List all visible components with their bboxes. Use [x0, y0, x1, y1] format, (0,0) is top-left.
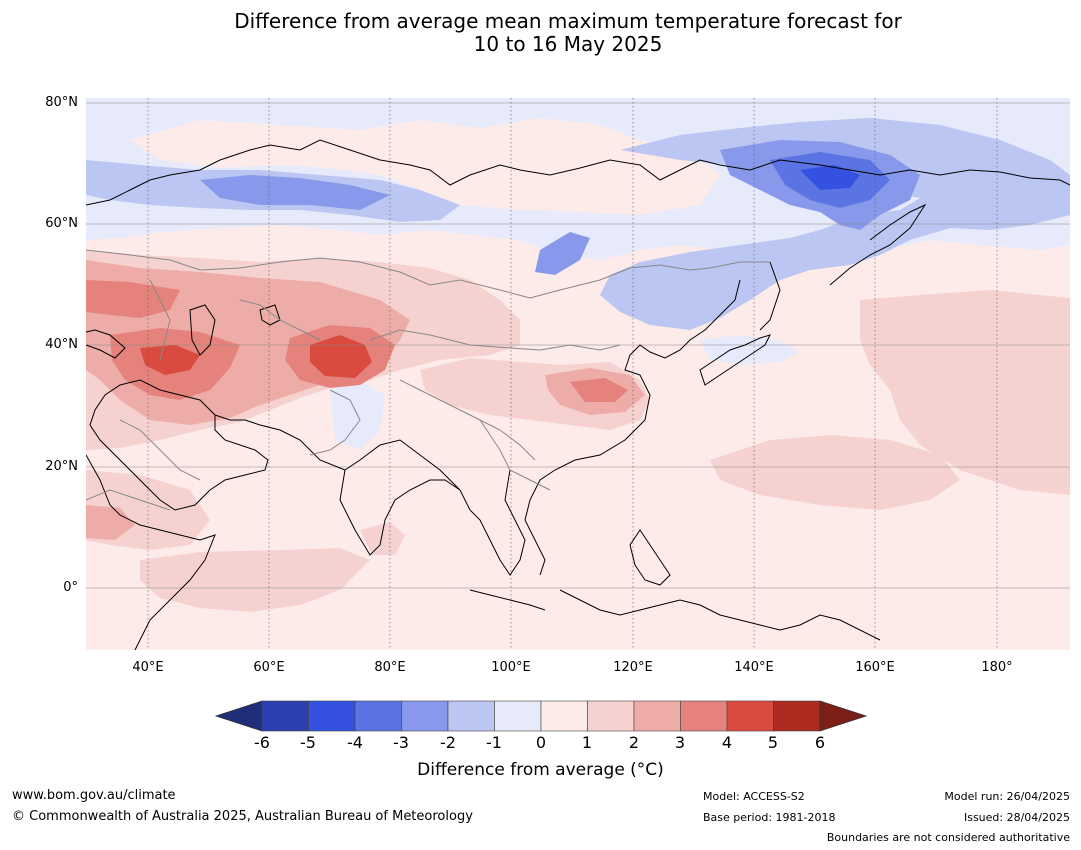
- colorbar-tick: 0: [535, 733, 547, 752]
- colorbar-tick: 6: [814, 733, 826, 752]
- graticule: [86, 98, 1070, 650]
- colorbar-label: Difference from average (°C): [0, 760, 1081, 780]
- colorbar-tick: 4: [721, 733, 733, 752]
- colorbar-extend-low: [214, 700, 263, 732]
- colorbar-segments: [214, 700, 868, 732]
- cool-patch-japan: [700, 335, 800, 365]
- colorbar-segment: [447, 700, 495, 732]
- lat-label-60n: 60°N: [45, 216, 78, 231]
- colorbar-tick: -5: [300, 733, 316, 752]
- colorbar-segment: [587, 700, 635, 732]
- warm-core-caspian: [86, 280, 180, 318]
- footer-disclaimer: Boundaries are not considered authoritat…: [826, 831, 1070, 844]
- lon-label-180: 180°: [981, 660, 1013, 675]
- colorbar-segment: [540, 700, 588, 732]
- colorbar-tick: -1: [486, 733, 502, 752]
- lat-label-20n: 20°N: [45, 459, 78, 474]
- colorbar-segment: [401, 700, 449, 732]
- colorbar-segment: [726, 700, 774, 732]
- cool-patch-siberia: [600, 118, 1070, 330]
- colorbar-tick: 5: [767, 733, 779, 752]
- colorbar-tick: -3: [393, 733, 409, 752]
- lon-label-80e: 80°E: [374, 660, 406, 675]
- lon-label-160e: 160°E: [855, 660, 895, 675]
- colorbar-label-text: Difference from average (°C): [417, 760, 664, 780]
- footer-website: www.bom.gov.au/climate: [12, 788, 176, 803]
- colorbar-segment: [680, 700, 728, 732]
- warm-core-china-deep: [570, 378, 628, 402]
- title-line-1: Difference from average mean maximum tem…: [234, 9, 902, 33]
- colorbar-segment: [773, 700, 821, 732]
- warm-patch-arctic: [130, 118, 720, 215]
- country-borders: [86, 249, 770, 511]
- colorbar-tick: -6: [254, 733, 270, 752]
- warm-patch-india: [360, 522, 405, 555]
- colorbar-tick: 1: [581, 733, 593, 752]
- lon-label-100e: 100°E: [491, 660, 531, 675]
- title-line-2: 10 to 16 May 2025: [473, 32, 663, 56]
- warm-core-tajikistan-deep: [310, 335, 372, 378]
- colorbar-extend-high: [819, 700, 868, 732]
- colorbar-tick: -4: [347, 733, 363, 752]
- colorbar-segment: [261, 700, 309, 732]
- footer-copyright: © Commonwealth of Australia 2025, Austra…: [12, 809, 473, 824]
- colorbar-segment: [494, 700, 542, 732]
- footer-model: Model: ACCESS-S2: [703, 790, 805, 803]
- footer-model-run: Model run: 26/04/2025: [944, 790, 1070, 803]
- warm-region-pacific: [860, 290, 1070, 495]
- lon-label-140e: 140°E: [734, 660, 774, 675]
- cool-core-east-siberia-deep: [800, 165, 860, 190]
- footer-issued: Issued: 28/04/2025: [963, 811, 1070, 824]
- coastlines: [86, 139, 1070, 650]
- warm-core-africa: [86, 505, 135, 540]
- anomaly-map: [86, 98, 1070, 650]
- lon-label-60e: 60°E: [253, 660, 285, 675]
- cool-core-west-siberia: [200, 175, 390, 210]
- colorbar-tick: 2: [628, 733, 640, 752]
- footer-base-period: Base period: 1981-2018: [703, 811, 836, 824]
- warm-region-indian-ocean: [140, 548, 370, 612]
- colorbar-tick: -2: [440, 733, 456, 752]
- cool-patch-baikal: [535, 232, 590, 275]
- lon-label-120e: 120°E: [613, 660, 653, 675]
- lat-label-40n: 40°N: [45, 337, 78, 352]
- colorbar-tick: 3: [674, 733, 686, 752]
- colorbar-segment: [633, 700, 681, 732]
- lon-label-40e: 40°E: [132, 660, 164, 675]
- lat-label-0: 0°: [63, 580, 78, 595]
- lat-label-80n: 80°N: [45, 95, 78, 110]
- warm-region-pacific-south: [710, 435, 960, 510]
- warm-core-iran-deep: [140, 345, 200, 375]
- colorbar-segment: [308, 700, 356, 732]
- map-title: Difference from average mean maximum tem…: [0, 10, 1081, 56]
- colorbar-segment: [354, 700, 402, 732]
